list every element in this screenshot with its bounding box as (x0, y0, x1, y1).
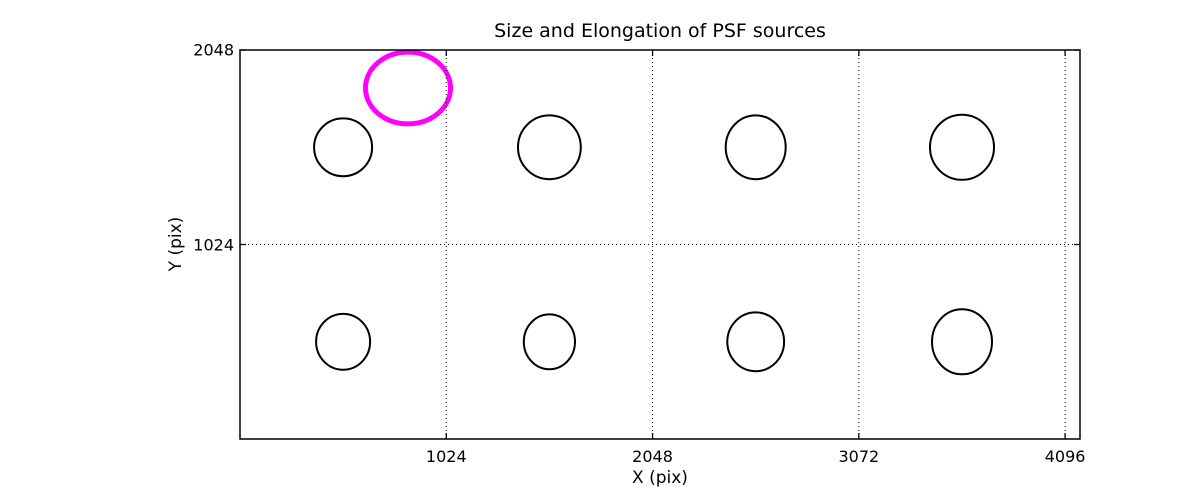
y-tick-label: 2048 (193, 40, 234, 60)
psf-ellipse (517, 114, 582, 181)
psf-ellipse (724, 114, 787, 181)
psf-ellipse (315, 312, 372, 371)
psf-ellipse (522, 313, 577, 371)
y-axis-label: Y (pix) (166, 216, 186, 272)
chart-title: Size and Elongation of PSF sources (494, 20, 826, 42)
psf-ellipse (726, 311, 786, 373)
psf-ellipse (929, 113, 995, 181)
x-tick-label: 3072 (838, 447, 880, 466)
psf-ellipse (931, 308, 993, 376)
x-tick-label: 2048 (632, 447, 673, 466)
psf-ellipse (313, 117, 374, 178)
x-tick-label: 1024 (425, 447, 467, 466)
reference-ellipse (363, 49, 453, 127)
x-tick-label: 4096 (1044, 447, 1086, 466)
x-axis-label: X (pix) (632, 468, 688, 488)
y-tick-label: 1024 (193, 235, 234, 254)
axes-border (239, 49, 1081, 440)
